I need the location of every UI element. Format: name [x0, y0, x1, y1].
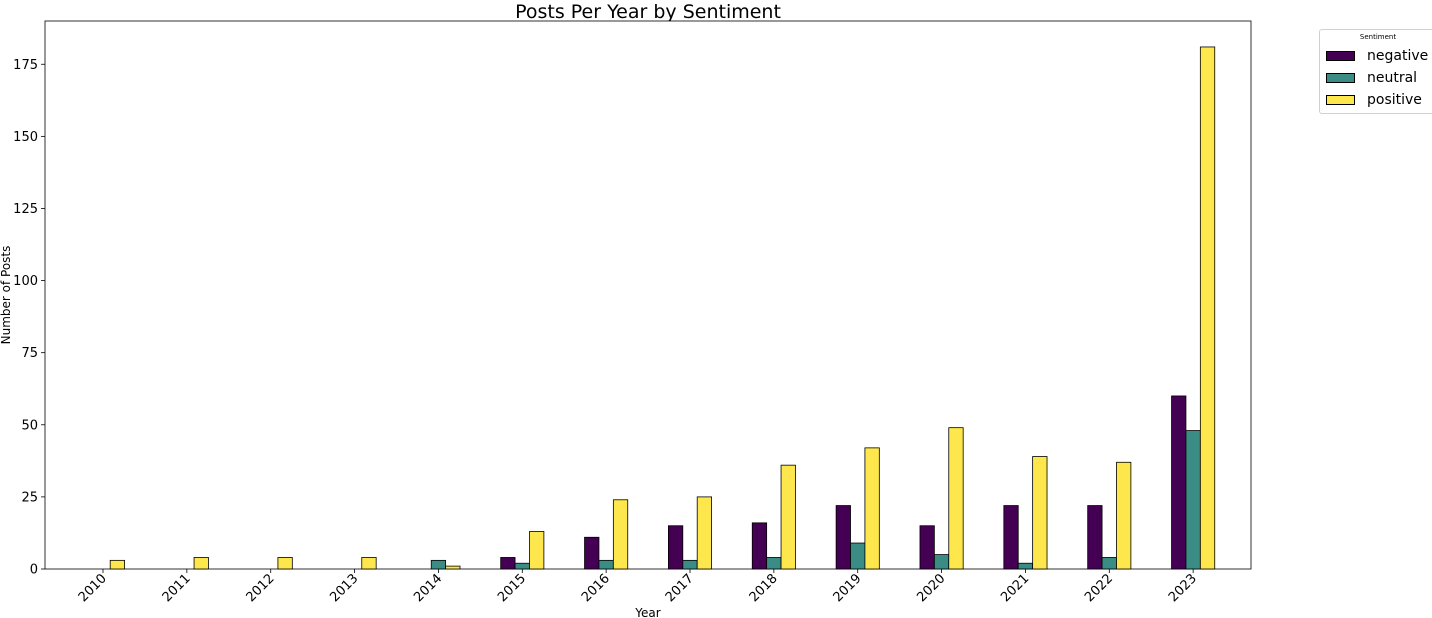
bar-neutral-2015: [514, 562, 530, 570]
y-tick-label: 25: [21, 490, 38, 505]
bars: [109, 46, 1216, 570]
bar-neutral-2022: [1101, 557, 1117, 570]
bar-negative-2017: [668, 525, 684, 570]
legend-swatch-positive: [1326, 95, 1355, 105]
bar-negative-2016: [584, 536, 600, 570]
x-tick-label: 2023: [1166, 571, 1200, 605]
x-tick-label: 2010: [76, 571, 110, 605]
bar-neutral-2017: [682, 559, 698, 570]
bar-negative-2023: [1171, 395, 1187, 570]
bar-negative-2020: [919, 525, 935, 570]
bar-neutral-2014: [430, 559, 447, 570]
bar-positive-2018: [780, 464, 796, 570]
bar-neutral-2016: [598, 559, 614, 570]
bar-positive-2019: [864, 447, 880, 570]
bar-positive-2014: [445, 565, 461, 570]
bar-positive-2022: [1116, 461, 1132, 570]
x-axis-label: Year: [634, 606, 660, 618]
x-tick-label: 2017: [663, 571, 697, 605]
bar-neutral-2021: [1017, 562, 1034, 570]
bar-positive-2011: [193, 557, 209, 570]
bar-positive-2016: [612, 499, 629, 570]
bar-positive-2021: [1032, 456, 1048, 570]
bar-positive-2017: [696, 496, 713, 570]
y-tick-label: 125: [13, 202, 38, 217]
y-axis: 0 25 50 75 100 125 150 175: [13, 58, 45, 578]
legend-swatch-negative: [1326, 51, 1355, 61]
x-tick-label: 2018: [747, 571, 781, 605]
bar-neutral-2020: [933, 554, 950, 570]
bar-negative-2021: [1003, 505, 1019, 570]
bar-negative-2018: [751, 522, 768, 570]
plot-area: [44, 20, 1252, 570]
bar-positive-2015: [529, 531, 545, 570]
chart-title: Posts Per Year by Sentiment: [515, 1, 781, 23]
legend-swatch-neutral: [1326, 73, 1355, 83]
legend-label-negative: negative: [1367, 48, 1429, 64]
legend-item-positive: positive: [1326, 92, 1422, 108]
x-tick-label: 2012: [244, 571, 278, 605]
bar-positive-2012: [277, 557, 293, 570]
legend-label-positive: positive: [1367, 92, 1422, 108]
y-tick-label: 100: [13, 274, 38, 289]
x-tick-label: 2020: [914, 571, 948, 605]
x-tick-label: 2021: [998, 571, 1032, 605]
x-tick-label: 2015: [495, 571, 529, 605]
y-tick-label: 50: [21, 418, 38, 433]
bar-neutral-2018: [766, 557, 782, 570]
legend: Sentiment negative neutral positive: [1319, 29, 1432, 114]
x-tick-label: 2011: [160, 571, 194, 605]
y-tick-label: 0: [30, 563, 38, 578]
x-tick-label: 2016: [579, 571, 613, 605]
y-tick-label: 150: [13, 130, 38, 145]
bar-positive-2023: [1199, 46, 1216, 570]
legend-title: Sentiment: [1359, 33, 1397, 41]
x-axis: 2010 2011 2012 2013 2014 2015 2016 2017 2018 2019…: [76, 569, 1200, 605]
bar-neutral-2019: [850, 542, 866, 570]
legend-label-neutral: neutral: [1367, 70, 1418, 86]
legend-item-negative: negative: [1326, 48, 1428, 64]
x-tick-label: 2014: [411, 571, 445, 605]
bar-negative-2015: [500, 557, 516, 570]
y-axis-label: Number of Posts: [0, 246, 13, 345]
x-tick-label: 2019: [831, 571, 865, 605]
bar-positive-2010: [109, 559, 125, 570]
bar-positive-2013: [361, 557, 377, 570]
bar-negative-2022: [1087, 505, 1103, 570]
x-tick-label: 2022: [1082, 571, 1116, 605]
x-tick-label: 2013: [327, 571, 361, 605]
y-tick-label: 175: [13, 58, 38, 73]
bar-neutral-2023: [1185, 430, 1201, 570]
bar-negative-2019: [835, 505, 851, 570]
legend-item-neutral: neutral: [1326, 70, 1417, 86]
bar-positive-2020: [948, 427, 964, 570]
y-tick-label: 75: [21, 346, 38, 361]
